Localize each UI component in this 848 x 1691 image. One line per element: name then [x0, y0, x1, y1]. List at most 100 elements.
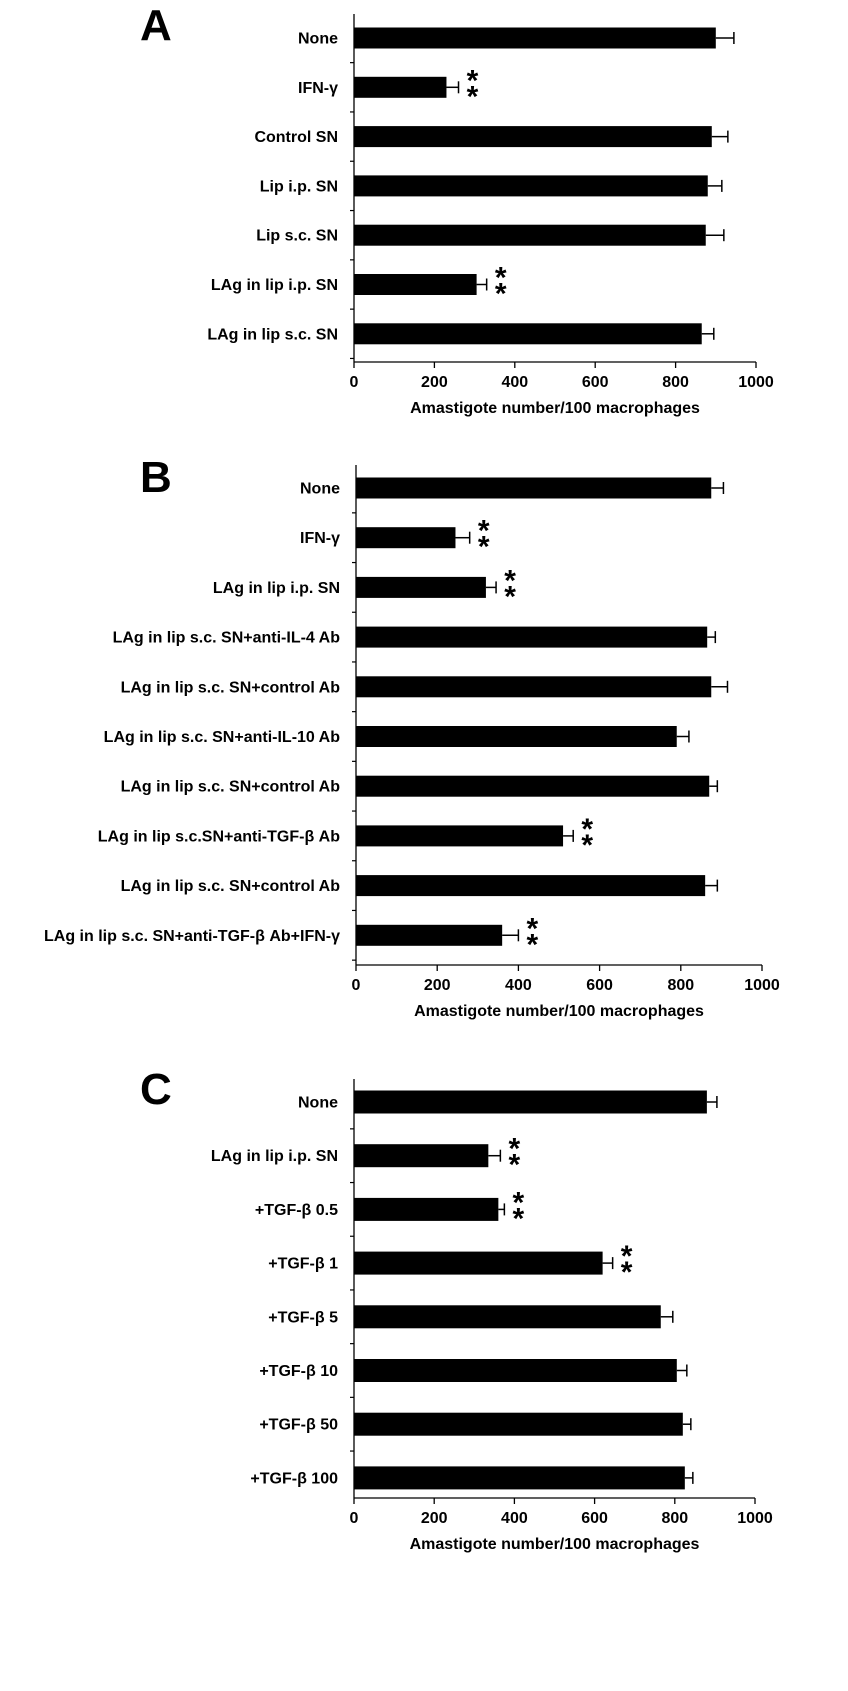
category-label: +TGF-β 1 [268, 1256, 338, 1273]
category-label: None [300, 481, 340, 498]
significance-star: * [478, 515, 490, 548]
significance-marker: ** [495, 262, 507, 311]
significance-star: * [621, 1240, 633, 1273]
category-label: +TGF-β 5 [268, 1309, 338, 1326]
category-label: Lip i.p. SN [260, 178, 338, 195]
bar [356, 726, 677, 747]
bar [356, 527, 456, 549]
significance-star: * [527, 928, 539, 961]
bar [354, 224, 706, 246]
x-tick-label: 600 [582, 374, 609, 391]
x-tick-label: 800 [662, 374, 689, 391]
bar [354, 1305, 661, 1329]
significance-marker: ** [467, 64, 479, 113]
bar [354, 175, 708, 197]
category-label: LAg in lip s.c. SN+control Ab [121, 779, 341, 796]
significance-star: * [509, 1149, 521, 1182]
significance-star: * [495, 278, 507, 311]
x-axis-label: Amastigote number/100 macrophages [410, 1536, 700, 1553]
x-tick-label: 800 [667, 977, 694, 994]
bar [354, 1251, 603, 1275]
panel-b: B 0 200 400 600 800 1000 Amastigote number/100 … [44, 453, 780, 1020]
x-tick-label: 400 [505, 977, 532, 994]
bar [356, 875, 706, 897]
significance-star: * [513, 1202, 525, 1235]
panel-c: C 0 200 400 600 800 1000 Amastigote number/100 … [140, 1065, 773, 1553]
significance-star: * [581, 813, 593, 846]
bar [354, 1359, 677, 1382]
x-tick-label: 200 [421, 374, 448, 391]
x-tick-label: 800 [661, 1510, 688, 1527]
bar [356, 576, 486, 598]
x-axis-label: Amastigote number/100 macrophages [410, 400, 700, 417]
bar [354, 1197, 499, 1221]
bar [354, 1412, 683, 1436]
category-label: +TGF-β 100 [250, 1470, 338, 1487]
significance-marker: ** [509, 1133, 521, 1182]
significance-star: * [513, 1186, 525, 1219]
bar [354, 1090, 707, 1114]
category-label: LAg in lip s.c. SN+control Ab [121, 679, 341, 696]
x-tick-label: 1000 [737, 1510, 773, 1527]
category-label: +TGF-β 0.5 [255, 1202, 338, 1219]
bar [354, 1466, 685, 1490]
category-label: LAg in lip s.c. SN+anti-TGF-β Ab+IFN-γ [44, 928, 340, 945]
category-label: None [298, 1095, 338, 1112]
significance-star: * [467, 64, 479, 97]
category-label: IFN-γ [300, 530, 340, 547]
x-tick-label: 1000 [744, 977, 780, 994]
bar [354, 27, 716, 49]
x-tick-label: 1000 [738, 374, 774, 391]
category-label: Lip s.c. SN [256, 228, 338, 245]
significance-star: * [621, 1256, 633, 1289]
significance-star: * [478, 531, 490, 564]
panel-letter: C [140, 1065, 172, 1114]
bar [356, 676, 712, 698]
bar [354, 323, 702, 345]
significance-marker: ** [504, 564, 516, 613]
category-label: None [298, 31, 338, 48]
bar [354, 126, 712, 148]
x-tick-label: 0 [350, 374, 359, 391]
bar [356, 924, 503, 946]
bar [356, 626, 708, 648]
significance-star: * [581, 829, 593, 862]
x-tick-label: 400 [501, 1510, 528, 1527]
significance-star: * [495, 262, 507, 295]
bar [354, 1144, 489, 1168]
x-axis-label: Amastigote number/100 macrophages [414, 1003, 704, 1020]
category-label: LAg in lip s.c. SN+control Ab [121, 878, 341, 895]
category-label: LAg in lip s.c. SN+anti-IL-10 Ab [104, 729, 341, 746]
x-tick-label: 400 [501, 374, 528, 391]
panel-letter: A [140, 1, 172, 50]
category-label: LAg in lip s.c.SN+anti-TGF-β Ab [98, 828, 340, 845]
category-label: LAg in lip i.p. SN [211, 1148, 338, 1165]
x-tick-label: 600 [586, 977, 613, 994]
significance-star: * [504, 564, 516, 597]
significance-star: * [509, 1133, 521, 1166]
category-label: +TGF-β 10 [259, 1363, 338, 1380]
bar [356, 825, 564, 847]
bar [354, 274, 477, 295]
bar [356, 775, 710, 797]
significance-marker: ** [513, 1186, 525, 1235]
significance-marker: ** [478, 515, 490, 564]
category-label: LAg in lip i.p. SN [211, 277, 338, 294]
x-tick-label: 0 [352, 977, 361, 994]
panel-letter: B [140, 453, 172, 502]
significance-marker: ** [621, 1240, 633, 1289]
category-label: LAg in lip s.c. SN [207, 326, 338, 343]
significance-marker: ** [527, 912, 539, 961]
significance-marker: ** [581, 813, 593, 862]
x-tick-label: 0 [350, 1510, 359, 1527]
category-label: +TGF-β 50 [259, 1417, 338, 1434]
x-tick-label: 200 [421, 1510, 448, 1527]
significance-star: * [504, 580, 516, 613]
x-tick-label: 200 [424, 977, 451, 994]
bar [356, 477, 712, 499]
category-label: LAg in lip s.c. SN+anti-IL-4 Ab [113, 630, 341, 647]
category-label: Control SN [254, 129, 338, 146]
significance-star: * [527, 912, 539, 945]
x-tick-label: 600 [581, 1510, 608, 1527]
